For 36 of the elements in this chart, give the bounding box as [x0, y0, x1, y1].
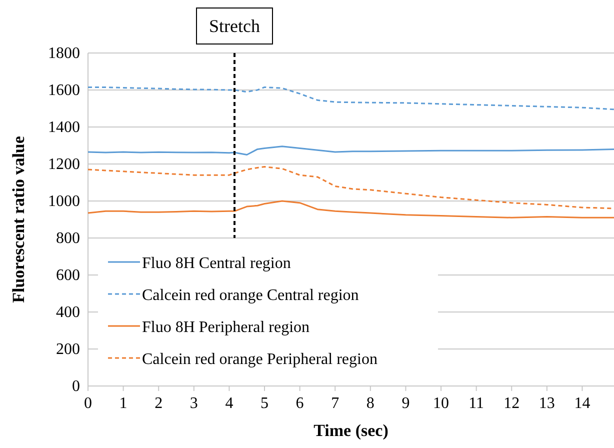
legend-label: Calcein red orange Peripheral region	[142, 351, 378, 368]
x-tick-label: 1	[119, 395, 128, 412]
x-tick-label: 14	[574, 395, 590, 412]
y-tick-label: 200	[56, 341, 80, 358]
x-tick-label: 4	[225, 395, 234, 412]
y-tick-label: 1600	[48, 82, 80, 99]
y-tick-label: 400	[56, 304, 80, 321]
x-tick-label: 9	[402, 395, 410, 412]
x-axis-title: Time (sec)	[314, 421, 388, 440]
x-tick-label: 12	[504, 395, 520, 412]
x-tick-label: 10	[433, 395, 450, 412]
line-series	[87, 86, 614, 110]
line-series	[87, 166, 614, 210]
x-tick-label: 6	[296, 395, 304, 412]
x-tick-label: 2	[154, 395, 163, 412]
legend-label: Fluo 8H Central region	[142, 255, 291, 272]
y-tick-label: 1800	[48, 45, 80, 62]
x-tick-label: 0	[84, 395, 92, 412]
x-tick-label: 11	[468, 395, 484, 412]
y-tick-label: 600	[56, 267, 80, 284]
y-axis-title: Fluorescent ratio value	[9, 136, 28, 303]
y-tick-label: 1000	[48, 193, 80, 210]
x-tick-label: 8	[366, 395, 374, 412]
x-tick-label: 5	[260, 395, 269, 412]
y-tick-label: 1200	[48, 156, 80, 173]
x-tick-label: 7	[331, 395, 340, 412]
y-tick-label: 1400	[48, 119, 80, 136]
line-series	[87, 146, 614, 156]
legend-label: Calcein red orange Central region	[142, 287, 359, 304]
x-tick-label: 3	[190, 395, 198, 412]
x-tick-label: 13	[538, 395, 555, 412]
ref-line-label: Stretch	[209, 16, 260, 36]
legend-label: Fluo 8H Peripheral region	[142, 319, 310, 336]
y-tick-label: 0	[72, 378, 80, 395]
line-series	[87, 200, 614, 218]
y-tick-label: 800	[56, 230, 80, 247]
